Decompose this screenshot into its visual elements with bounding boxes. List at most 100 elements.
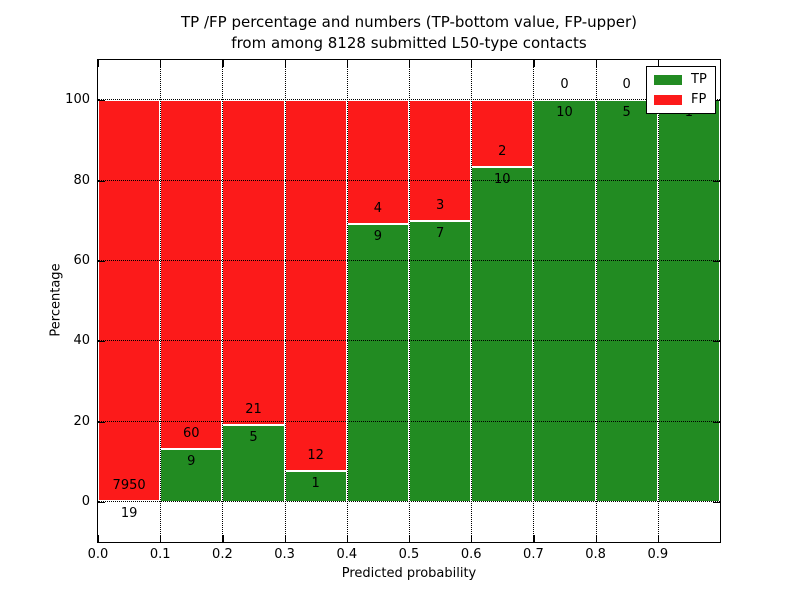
x-tick-label: 0.8 [585, 547, 606, 562]
x-tick-mark [98, 60, 100, 67]
bar-column [533, 100, 596, 502]
x-tick-mark [222, 60, 224, 67]
chart-title-line1: TP /FP percentage and numbers (TP-bottom… [181, 13, 637, 31]
bar-segment-tp [409, 220, 472, 502]
x-tick-mark [471, 535, 473, 542]
x-tick-label: 0.4 [336, 547, 358, 562]
y-tick-mark [713, 100, 720, 102]
y-tick-mark [98, 180, 105, 182]
x-tick-mark [284, 535, 286, 542]
y-tick-label: 80 [73, 172, 90, 188]
bar-column [284, 100, 347, 502]
bar-column [346, 100, 409, 502]
y-tick-label: 60 [73, 252, 90, 268]
x-tick-mark [657, 535, 659, 542]
bar-column [222, 100, 285, 502]
gridline-vertical [222, 60, 224, 542]
bar-segment-tp [346, 223, 409, 502]
gridline-vertical [409, 60, 410, 542]
gridline-vertical [346, 60, 348, 542]
gridline-vertical [471, 60, 473, 542]
legend: TP FP [646, 66, 716, 114]
y-tick-label: 100 [65, 92, 90, 108]
x-tick-label: 0.5 [398, 547, 420, 562]
tp-count-label: 10 [556, 105, 573, 121]
bar-segment-fp [222, 100, 285, 425]
y-tick-mark [98, 100, 105, 102]
gridline-vertical [595, 60, 597, 542]
x-tick-mark [409, 60, 411, 67]
gridline-vertical [533, 60, 535, 542]
bar-segment-fp [409, 100, 472, 221]
x-tick-mark [284, 60, 286, 67]
y-tick-mark [713, 341, 720, 343]
x-tick-mark [533, 535, 535, 542]
bar-segment-fp [471, 100, 534, 168]
fp-count-label: 2 [498, 144, 507, 160]
x-tick-mark [160, 60, 162, 67]
y-tick-mark [713, 260, 720, 263]
tp-count-label: 19 [120, 505, 138, 521]
x-tick-label: 0.9 [647, 547, 669, 562]
tp-count-label: 1 [311, 475, 320, 491]
x-tick-label: 0.1 [149, 547, 171, 562]
bar-segment-tp [471, 167, 534, 502]
x-tick-mark [222, 535, 224, 542]
bar-segment-tp [657, 100, 720, 502]
bar-segment-fp [98, 100, 161, 501]
gridline-vertical [160, 60, 162, 542]
x-tick-mark [98, 535, 100, 542]
bar-column [98, 100, 161, 502]
x-tick-label: 0.6 [460, 547, 482, 562]
bar-column [471, 100, 534, 502]
fp-count-label: 60 [183, 426, 200, 442]
fp-count-label: 0 [622, 77, 631, 93]
x-tick-label: 0.7 [523, 547, 544, 562]
tp-count-label: 5 [622, 105, 631, 121]
gridline-vertical [657, 60, 659, 542]
fp-count-label: 0 [560, 77, 569, 93]
bar-segment-fp [346, 100, 409, 224]
y-tick-mark [713, 421, 720, 423]
y-tick-mark [98, 421, 105, 423]
bar-column [409, 100, 472, 502]
legend-fp-swatch-icon [654, 95, 682, 105]
x-tick-label: 0.0 [87, 547, 109, 562]
tp-count-label: 5 [249, 429, 258, 445]
y-tick-mark [98, 341, 105, 343]
fp-count-label: 3 [435, 197, 445, 213]
bar-segment-fp [284, 100, 347, 471]
fp-count-label: 7950 [112, 477, 146, 493]
bar-segment-tp [595, 100, 658, 502]
x-tick-label: 0.2 [212, 547, 233, 562]
legend-item-tp: TP [654, 73, 707, 87]
gridline-vertical [284, 60, 286, 542]
bar-column [595, 100, 658, 502]
legend-item-fp: FP [654, 93, 707, 107]
y-tick-mark [713, 180, 720, 182]
x-tick-mark [595, 535, 597, 542]
y-tick-mark [98, 501, 105, 504]
x-tick-mark [346, 535, 348, 542]
tp-count-label: 10 [494, 172, 511, 188]
fp-count-label: 12 [307, 447, 324, 463]
plot-area: 79501960921512149372100100501 TP FP [97, 59, 721, 543]
y-tick-label: 40 [73, 333, 90, 349]
fp-count-label: 21 [245, 401, 262, 417]
legend-tp-label: TP [691, 72, 707, 87]
tp-count-label: 9 [187, 454, 196, 470]
y-tick-label: 20 [73, 413, 90, 429]
bar-segment-fp [160, 100, 223, 450]
legend-tp-swatch-icon [654, 75, 682, 85]
fp-count-label: 4 [373, 200, 383, 216]
x-axis-label: Predicted probability [341, 566, 477, 581]
x-tick-mark [657, 60, 659, 67]
y-tick-mark [713, 501, 720, 504]
chart-title: TP /FP percentage and numbers (TP-bottom… [98, 12, 720, 54]
x-tick-mark [409, 535, 411, 542]
chart-title-line2: from among 8128 submitted L50-type conta… [231, 34, 587, 52]
x-tick-mark [533, 60, 535, 67]
tp-count-label: 9 [373, 228, 383, 244]
bar-column [657, 100, 720, 502]
